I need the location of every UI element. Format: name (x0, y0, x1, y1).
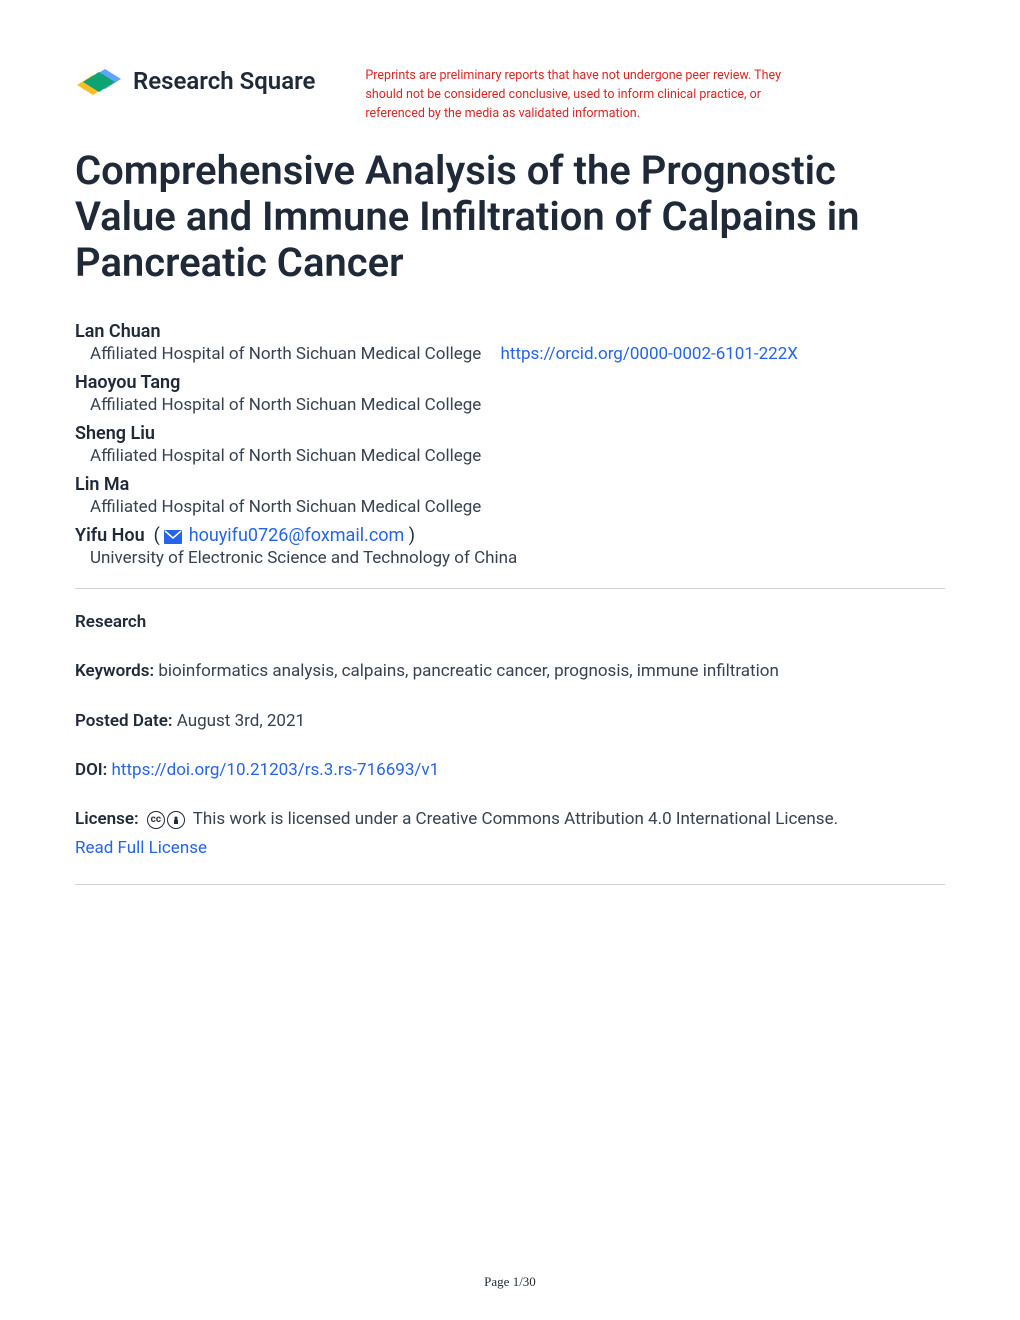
cc-by-icon (167, 811, 185, 829)
authors-list: Lan Chuan Affiliated Hospital of North S… (75, 321, 945, 568)
posted-date-row: Posted Date: August 3rd, 2021 (75, 708, 945, 735)
author-name: Lin Ma (75, 474, 945, 495)
author-entry: Yifu Hou ( houyifu0726@foxmail.com ) Uni… (75, 525, 945, 568)
cc-license-icons: cc (147, 811, 185, 829)
author-entry: Lin Ma Affiliated Hospital of North Sich… (75, 474, 945, 517)
author-affiliation: Affiliated Hospital of North Sichuan Med… (75, 395, 945, 415)
corresponding-email-link[interactable]: houyifu0726@foxmail.com (189, 525, 405, 546)
preprint-disclaimer: Preprints are preliminary reports that h… (365, 67, 785, 123)
article-type: Research (75, 609, 945, 636)
author-affiliation: Affiliated Hospital of North Sichuan Med… (75, 497, 945, 517)
corresponding-author-indicator: ( houyifu0726@foxmail.com ) (149, 525, 415, 546)
doi-row: DOI: https://doi.org/10.21203/rs.3.rs-71… (75, 757, 945, 784)
section-divider (75, 588, 945, 589)
metadata-section: Research Keywords: bioinformatics analys… (75, 609, 945, 862)
orcid-link[interactable]: https://orcid.org/0000-0002-6101-222X (501, 344, 798, 364)
page-header: Research Square Preprints are preliminar… (75, 65, 945, 123)
read-full-license-link[interactable]: Read Full License (75, 835, 945, 862)
doi-link[interactable]: https://doi.org/10.21203/rs.3.rs-716693/… (112, 760, 440, 780)
author-affiliation: Affiliated Hospital of North Sichuan Med… (75, 446, 945, 466)
license-row: License: cc This work is licensed under … (75, 806, 945, 862)
author-affiliation: University of Electronic Science and Tec… (75, 548, 945, 568)
author-name: Haoyou Tang (75, 372, 945, 393)
author-entry: Lan Chuan Affiliated Hospital of North S… (75, 321, 945, 364)
section-divider (75, 884, 945, 885)
page-number: Page 1/30 (0, 1274, 1020, 1290)
author-name: Sheng Liu (75, 423, 945, 444)
author-entry: Haoyou Tang Affiliated Hospital of North… (75, 372, 945, 415)
author-entry: Sheng Liu Affiliated Hospital of North S… (75, 423, 945, 466)
email-icon (164, 530, 182, 544)
keywords-row: Keywords: bioinformatics analysis, calpa… (75, 658, 945, 685)
author-affiliation: Affiliated Hospital of North Sichuan Med… (75, 344, 945, 364)
research-square-logo-icon (75, 65, 123, 97)
article-title: Comprehensive Analysis of the Prognostic… (75, 148, 945, 286)
author-name: Lan Chuan (75, 321, 945, 342)
logo-text: Research Square (133, 67, 315, 95)
author-name: Yifu Hou ( houyifu0726@foxmail.com ) (75, 525, 945, 546)
cc-icon: cc (147, 811, 165, 829)
logo-container: Research Square (75, 65, 315, 97)
